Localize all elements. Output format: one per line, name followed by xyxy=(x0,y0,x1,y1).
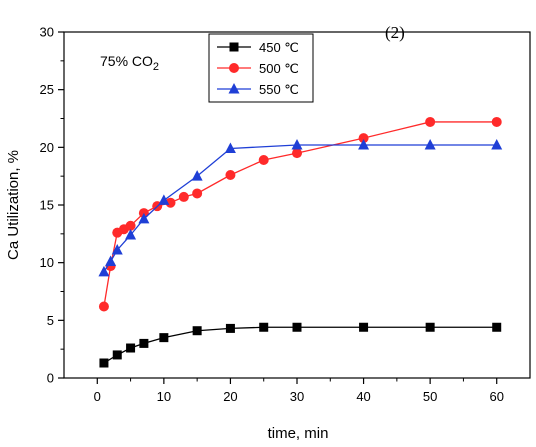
data-point xyxy=(425,116,436,127)
series-square xyxy=(99,322,502,368)
data-point xyxy=(125,220,136,231)
data-point xyxy=(359,322,369,332)
y-tick-label: 0 xyxy=(47,371,54,386)
x-axis-title: time, min xyxy=(268,425,329,442)
data-point xyxy=(178,191,189,202)
annotation-subscript: 2 xyxy=(153,61,159,73)
data-point xyxy=(424,139,436,150)
data-point xyxy=(99,358,109,368)
y-tick-label: 5 xyxy=(47,313,54,328)
data-point xyxy=(224,142,236,153)
data-point xyxy=(192,188,203,199)
data-point xyxy=(111,243,123,255)
data-point xyxy=(258,155,269,166)
data-point xyxy=(225,170,236,181)
x-tick-label: 40 xyxy=(356,389,370,404)
data-point xyxy=(291,139,303,150)
legend-label: 550 ℃ xyxy=(259,82,299,97)
data-point xyxy=(491,116,502,127)
x-tick-label: 10 xyxy=(157,389,171,404)
data-point xyxy=(125,228,137,240)
data-point xyxy=(139,338,149,348)
data-point xyxy=(292,148,302,159)
legend-label: 450 ℃ xyxy=(259,40,299,55)
annotation: 75% CO2 xyxy=(100,53,159,73)
y-axis-title: Ca Utilization, % xyxy=(5,150,22,260)
data-point xyxy=(165,197,176,208)
data-point xyxy=(259,322,269,332)
data-point xyxy=(358,133,369,144)
data-point xyxy=(105,255,117,267)
x-tick-label: 60 xyxy=(489,389,503,404)
x-tick-label: 0 xyxy=(94,389,101,404)
data-point xyxy=(98,301,109,312)
data-point xyxy=(358,139,370,150)
panel-label: (2) xyxy=(385,23,405,42)
data-point xyxy=(98,265,110,277)
data-point xyxy=(126,343,136,353)
x-tick-label: 50 xyxy=(423,389,437,404)
data-point xyxy=(425,322,435,332)
data-point xyxy=(138,212,150,224)
legend: 450 ℃ 500 ℃ 550 ℃ xyxy=(208,33,314,103)
legend-marker xyxy=(229,63,239,73)
data-point xyxy=(225,323,235,333)
y-tick-label: 25 xyxy=(40,82,54,97)
legend-marker xyxy=(228,83,240,94)
series-triangle xyxy=(98,139,503,277)
y-tick-label: 20 xyxy=(40,140,54,155)
data-point xyxy=(192,326,202,336)
data-point xyxy=(491,139,503,150)
x-tick-label: 30 xyxy=(290,389,304,404)
legend-label: 500 ℃ xyxy=(259,61,299,76)
y-tick-label: 10 xyxy=(40,255,54,270)
data-point xyxy=(159,333,169,343)
y-tick-label: 30 xyxy=(40,25,54,40)
legend-marker xyxy=(229,42,239,52)
x-tick-label: 20 xyxy=(223,389,237,404)
data-point xyxy=(492,322,502,332)
data-point xyxy=(158,194,170,205)
data-point xyxy=(191,170,203,181)
annotation-main: 75% CO xyxy=(100,53,153,69)
y-tick-label: 15 xyxy=(40,198,54,213)
data-point xyxy=(112,350,122,360)
data-point xyxy=(292,322,302,332)
